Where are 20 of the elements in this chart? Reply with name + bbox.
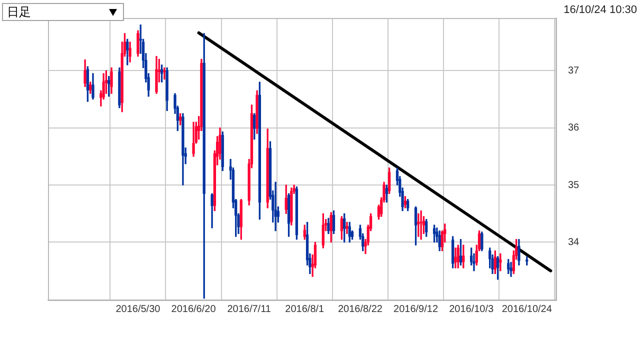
x-tick-label: 2016/8/1: [285, 304, 325, 315]
x-tick-label: 2016/5/30: [116, 304, 161, 315]
x-tick-label: 2016/10/3: [449, 304, 494, 315]
x-tick-label: 2016/9/12: [394, 304, 438, 315]
candlestick: [274, 182, 277, 232]
candlestick: [346, 222, 348, 234]
candlestick: [510, 262, 512, 277]
x-tick-label: 2016/6/20: [171, 304, 216, 315]
x-tick-label: 2016/10/24: [502, 304, 552, 315]
candlestick: [420, 210, 422, 240]
y-tick-label: 35: [568, 180, 580, 191]
x-tick-label: 2016/8/22: [338, 304, 383, 315]
y-tick-label: 36: [568, 122, 580, 134]
candlestick: [454, 248, 457, 268]
text: 16/10/24 10:30: [564, 4, 637, 16]
candlestick: [499, 253, 502, 272]
dropdown-field: 日足: [2, 3, 124, 21]
y-tick-label: 34: [568, 236, 580, 248]
y-tick-label: 37: [568, 65, 580, 76]
x-tick-label: 2016/7/11: [227, 304, 272, 315]
